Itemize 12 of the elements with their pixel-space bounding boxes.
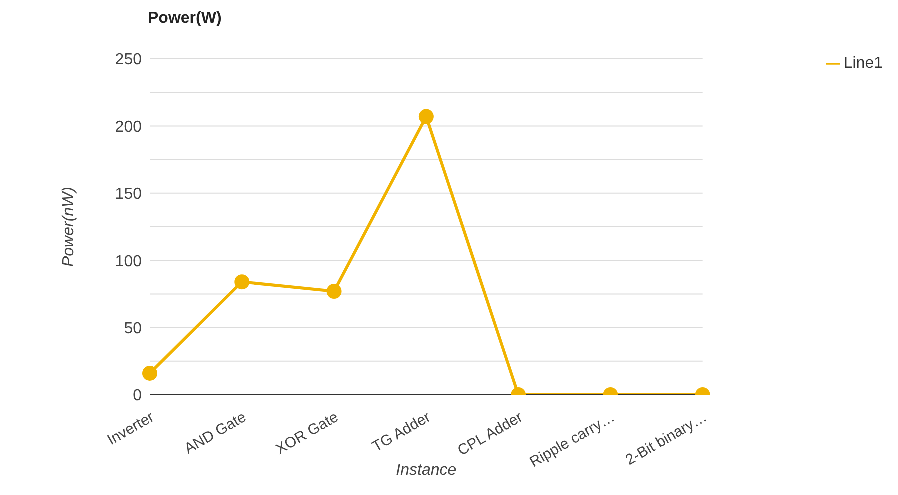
y-tick-label: 0 [133, 388, 142, 405]
x-tick-label: XOR Gate [273, 408, 342, 458]
x-tick-label: AND Gate [182, 408, 250, 458]
y-tick-label: 50 [124, 320, 142, 338]
y-tick-label: 150 [115, 186, 142, 204]
legend-label: Line1 [844, 55, 883, 72]
y-axis-title: Power(nW) [60, 186, 78, 268]
y-tick-label: 100 [115, 253, 142, 270]
chart-title: Power(W) [148, 10, 222, 28]
x-axis-title: Instance [396, 462, 457, 479]
y-tick-label: 200 [115, 118, 142, 136]
y-tick-label: 250 [115, 52, 142, 69]
